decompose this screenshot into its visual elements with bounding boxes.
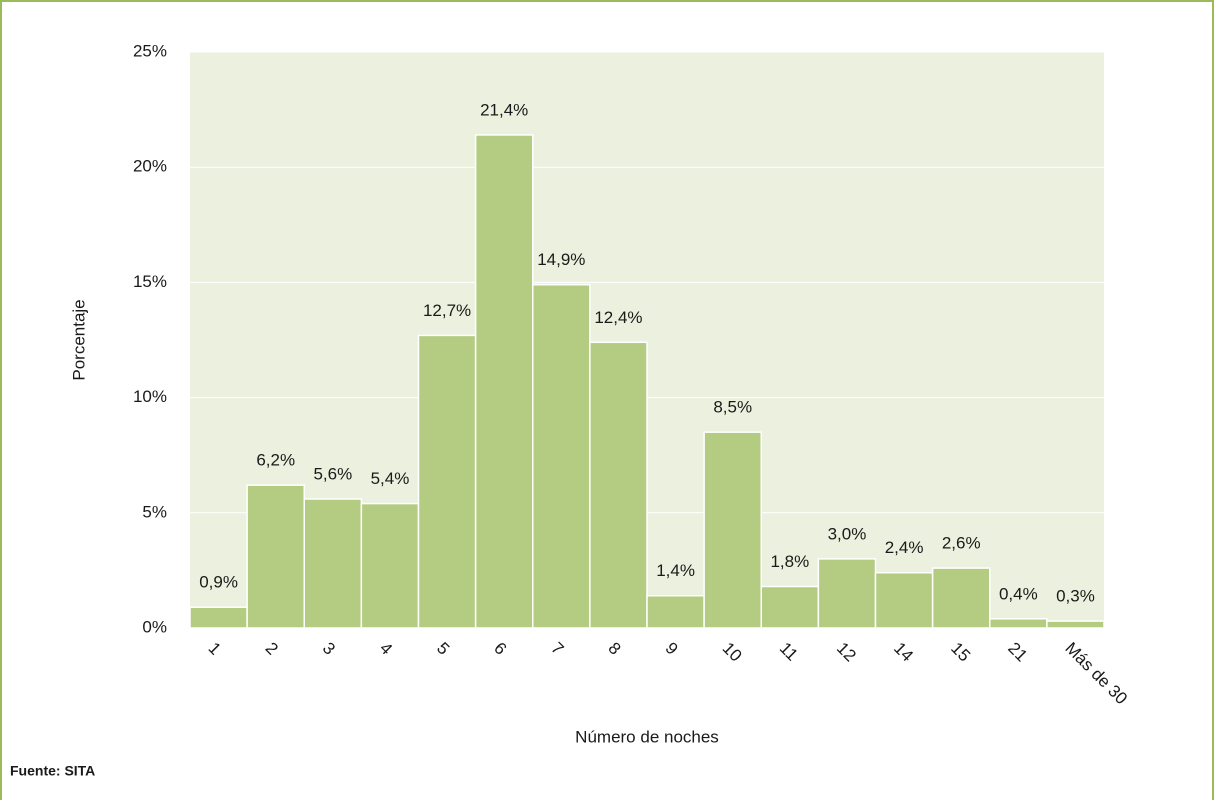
y-tick-label: 0% xyxy=(142,617,167,636)
bar xyxy=(703,431,762,629)
value-label: 0,3% xyxy=(1056,587,1095,606)
bar xyxy=(760,585,820,629)
bar xyxy=(360,502,420,629)
x-tick-label: 5 xyxy=(433,639,453,659)
x-tick-label: 7 xyxy=(547,639,567,659)
x-tick-label: 21 xyxy=(1004,639,1031,666)
bar xyxy=(817,558,877,629)
bar xyxy=(1046,620,1105,629)
y-tick-label: 20% xyxy=(133,157,167,176)
bar xyxy=(417,334,477,629)
bar xyxy=(532,283,591,629)
x-axis-title: Número de noches xyxy=(575,727,719,746)
source: Fuente: SITA xyxy=(10,763,95,779)
x-tick-label: 4 xyxy=(376,639,396,659)
y-tick-label: 25% xyxy=(133,41,167,60)
x-tick-label: 12 xyxy=(833,639,860,666)
x-tick-label: 11 xyxy=(776,639,802,665)
x-tick-label: 1 xyxy=(205,639,225,659)
x-tick-label: 2 xyxy=(262,639,282,659)
value-label: 14,9% xyxy=(537,250,585,269)
bar xyxy=(303,498,363,629)
value-label: 8,5% xyxy=(713,398,752,417)
y-tick-label: 10% xyxy=(133,387,167,406)
bar xyxy=(589,341,648,629)
value-label: 1,4% xyxy=(656,561,695,580)
x-tick-label: 8 xyxy=(604,639,624,659)
value-label: 3,0% xyxy=(828,524,867,543)
value-label: 6,2% xyxy=(256,451,295,470)
x-tick-label: 6 xyxy=(490,639,510,659)
value-label: 12,4% xyxy=(594,308,642,327)
bar xyxy=(874,571,934,629)
value-label: 0,9% xyxy=(199,573,238,592)
y-tick-label: 15% xyxy=(133,272,167,291)
x-tick-label: 10 xyxy=(719,639,746,666)
value-label: 12,7% xyxy=(423,301,471,320)
bar xyxy=(931,567,991,629)
value-label: 2,4% xyxy=(885,538,924,557)
x-tick-label: 14 xyxy=(890,639,917,666)
value-label: 5,6% xyxy=(313,464,352,483)
value-label: 0,4% xyxy=(999,584,1038,603)
x-tick-label: 15 xyxy=(947,639,974,666)
value-label: 1,8% xyxy=(770,552,809,571)
x-tick-label: Más de 30 xyxy=(1061,639,1131,709)
bar xyxy=(474,134,534,629)
bar xyxy=(189,606,248,629)
value-label: 5,4% xyxy=(371,469,410,488)
bar xyxy=(646,594,705,629)
bar xyxy=(246,484,305,629)
value-label: 2,6% xyxy=(942,534,981,553)
y-tick-label: 5% xyxy=(142,502,167,521)
x-tick-label: 9 xyxy=(662,639,682,659)
y-axis-title: Porcentaje xyxy=(69,299,88,380)
value-label: 21,4% xyxy=(480,100,528,119)
x-tick-label: 3 xyxy=(319,639,339,659)
bar xyxy=(989,618,1048,629)
